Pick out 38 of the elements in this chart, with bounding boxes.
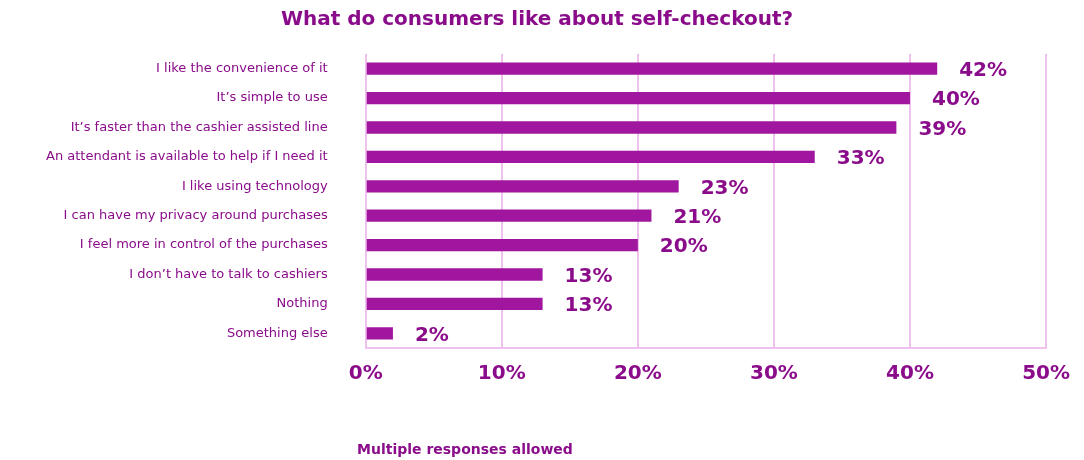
- y-tick-label: I don’t have to talk to cashiers: [129, 265, 328, 281]
- bar: [366, 91, 910, 105]
- chart-title: What do consumers like about self-checkout?: [280, 6, 794, 31]
- bar: [366, 62, 938, 75]
- bar: [366, 297, 543, 311]
- bar: [366, 268, 543, 281]
- x-tick-label: 0%: [348, 360, 383, 385]
- bar: [366, 150, 815, 164]
- y-tick-label: I like the convenience of it: [156, 60, 328, 76]
- y-tick-label: Something else: [226, 324, 328, 340]
- bar: [366, 327, 393, 340]
- y-tick-label: I feel more in control of the purchases: [79, 236, 328, 252]
- data-label: 23%: [700, 174, 749, 199]
- data-label: 42%: [959, 56, 1008, 81]
- y-tick-label: It’s simple to use: [216, 89, 328, 105]
- data-label: 33%: [836, 145, 885, 170]
- y-tick-label: I like using technology: [181, 177, 329, 193]
- bar: [366, 121, 897, 134]
- bar: [366, 238, 638, 252]
- y-tick-label: It’s faster than the cashier assisted line: [70, 118, 328, 134]
- x-tick-label: 50%: [1022, 360, 1070, 385]
- data-label: 13%: [564, 292, 613, 317]
- x-tick-label: 40%: [886, 360, 934, 385]
- x-tick-label: 20%: [613, 360, 662, 385]
- y-tick-label: An attendant is available to help if I need it: [45, 148, 328, 164]
- data-label: 40%: [931, 86, 980, 111]
- y-tick-label: I can have my privacy around purchases: [63, 207, 328, 223]
- data-label: 13%: [564, 262, 613, 287]
- data-label: 39%: [918, 115, 967, 140]
- text: Multiple responses allowed: [357, 440, 573, 457]
- y-tick-label: Nothing: [276, 295, 328, 311]
- bar: [366, 180, 679, 193]
- data-label: 20%: [659, 233, 708, 258]
- data-label: 2%: [414, 321, 449, 346]
- data-label: 21%: [673, 203, 722, 228]
- bar: [366, 209, 652, 222]
- x-tick-label: 30%: [749, 360, 798, 385]
- x-tick-label: 10%: [477, 360, 526, 385]
